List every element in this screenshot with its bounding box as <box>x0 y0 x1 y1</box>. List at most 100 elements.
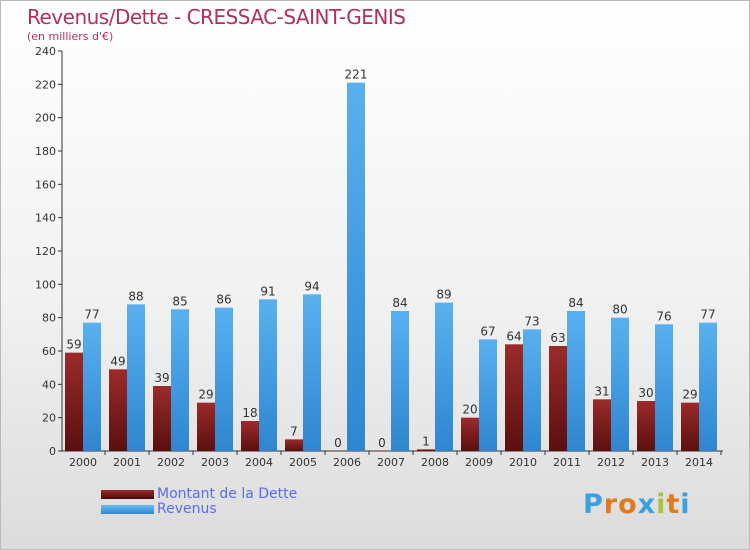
x-tick-label: 2011 <box>553 456 581 469</box>
data-label-revenue: 76 <box>656 309 671 323</box>
logo-letter: t <box>666 489 681 520</box>
bar-revenue <box>435 302 453 451</box>
data-label-debt: 59 <box>66 338 81 352</box>
bar-debt <box>65 352 83 451</box>
bar-debt <box>329 451 347 452</box>
bar-revenue <box>127 304 145 451</box>
y-tick-label: 160 <box>35 178 56 191</box>
x-tick-label: 2002 <box>157 456 185 469</box>
data-label-revenue: 67 <box>480 324 495 338</box>
y-tick-label: 20 <box>42 412 56 425</box>
bar-revenue <box>171 309 189 451</box>
bar-debt <box>681 402 699 451</box>
x-tick-label: 2005 <box>289 456 317 469</box>
bar-debt <box>373 451 391 452</box>
x-tick-label: 2004 <box>245 456 273 469</box>
legend-swatch-revenue <box>101 504 154 514</box>
legend-item-debt: Montant de la Dette <box>101 487 297 501</box>
x-tick-label: 2014 <box>685 456 713 469</box>
bar-debt <box>593 399 611 451</box>
legend-swatch-debt <box>101 489 154 499</box>
data-label-revenue: 91 <box>260 284 275 298</box>
x-tick-label: 2006 <box>333 456 361 469</box>
data-label-debt: 29 <box>198 388 213 402</box>
proxiti-logo: Proxiti <box>583 489 691 520</box>
bar-revenue <box>83 322 101 451</box>
y-tick-label: 40 <box>42 378 56 391</box>
data-label-debt: 1 <box>422 434 430 448</box>
x-tick-label: 2013 <box>641 456 669 469</box>
x-tick-label: 2008 <box>421 456 449 469</box>
data-label-revenue: 85 <box>172 294 187 308</box>
data-label-debt: 18 <box>242 406 257 420</box>
x-tick-label: 2003 <box>201 456 229 469</box>
data-label-revenue: 89 <box>436 288 451 302</box>
y-tick-label: 200 <box>35 112 56 125</box>
logo-letter: r <box>603 489 619 520</box>
logo-letter: i <box>656 489 667 520</box>
data-label-revenue: 80 <box>612 303 627 317</box>
bar-revenue <box>479 339 497 451</box>
x-tick-label: 2007 <box>377 456 405 469</box>
bar-debt <box>549 346 567 451</box>
data-label-debt: 0 <box>378 436 386 450</box>
data-label-revenue: 221 <box>345 68 368 82</box>
bar-revenue <box>567 311 585 451</box>
chart-subtitle: (en milliers d'€) <box>27 30 114 43</box>
data-label-revenue: 88 <box>128 289 143 303</box>
data-label-revenue: 77 <box>84 308 99 322</box>
legend-label-revenue: Revenus <box>157 501 217 517</box>
data-label-debt: 7 <box>290 424 298 438</box>
bar-revenue <box>215 307 233 451</box>
bar-revenue <box>391 311 409 451</box>
logo-letter: i <box>680 489 691 520</box>
logo-letter: P <box>583 489 604 520</box>
data-label-revenue: 77 <box>700 308 715 322</box>
data-label-debt: 29 <box>682 388 697 402</box>
bar-revenue <box>699 322 717 451</box>
y-tick-label: 140 <box>35 212 56 225</box>
bar-debt <box>461 417 479 451</box>
y-tick-label: 60 <box>42 345 56 358</box>
y-tick-label: 220 <box>35 78 56 91</box>
logo-letter: o <box>618 489 638 520</box>
bar-debt <box>637 401 655 451</box>
bar-debt <box>197 402 215 451</box>
data-label-revenue: 86 <box>216 293 231 307</box>
bar-revenue <box>611 317 629 451</box>
data-label-revenue: 84 <box>392 296 407 310</box>
y-tick-label: 180 <box>35 145 56 158</box>
bar-revenue <box>303 294 321 451</box>
bar-debt <box>417 449 435 451</box>
legend-label-debt: Montant de la Dette <box>157 486 298 502</box>
y-tick-label: 100 <box>35 278 56 291</box>
y-tick-label: 120 <box>35 245 56 258</box>
data-label-debt: 63 <box>550 331 565 345</box>
x-tick-label: 2010 <box>509 456 537 469</box>
bar-debt <box>505 344 523 451</box>
chart-title: Revenus/Dette - CRESSAC-SAINT-GENIS <box>27 5 406 29</box>
data-label-debt: 49 <box>110 354 125 368</box>
bar-revenue <box>259 299 277 451</box>
data-label-debt: 64 <box>506 329 521 343</box>
x-tick-label: 2001 <box>113 456 141 469</box>
data-label-debt: 39 <box>154 371 169 385</box>
legend-item-revenue: Revenus <box>101 502 217 516</box>
bar-debt <box>285 439 303 451</box>
data-label-debt: 30 <box>638 386 653 400</box>
bar-revenue <box>347 82 365 452</box>
bar-debt <box>153 386 171 451</box>
bar-debt <box>109 369 127 451</box>
y-tick-label: 0 <box>49 445 56 458</box>
data-label-debt: 20 <box>462 403 477 417</box>
bar-debt <box>241 421 259 451</box>
y-tick-label: 80 <box>42 312 56 325</box>
x-tick-label: 2012 <box>597 456 625 469</box>
logo-letter: x <box>637 489 657 520</box>
y-tick-label: 240 <box>35 45 56 58</box>
x-tick-label: 2000 <box>69 456 97 469</box>
bar-revenue <box>523 329 541 451</box>
data-label-debt: 31 <box>594 384 609 398</box>
